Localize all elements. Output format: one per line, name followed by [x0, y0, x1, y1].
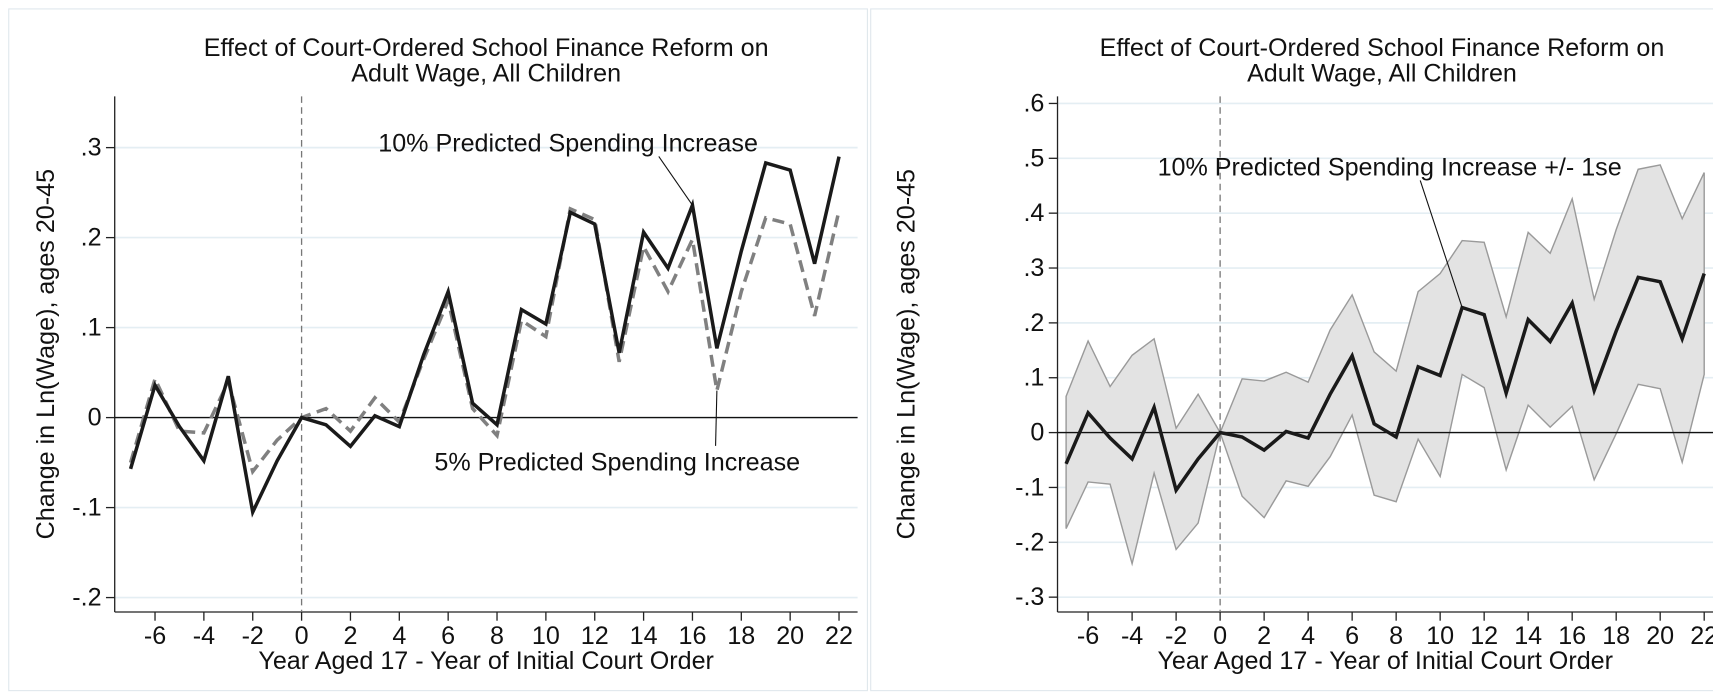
x-tick-label: 8 — [1389, 622, 1403, 650]
chart-title: Effect of Court-Ordered School Finance R… — [204, 34, 769, 62]
chart-title: Adult Wage, All Children — [1247, 59, 1517, 87]
x-tick-label: 16 — [678, 622, 706, 650]
x-tick-label: 18 — [1602, 622, 1630, 650]
series-label: 5% Predicted Spending Increase — [434, 448, 800, 476]
x-tick-label: 14 — [630, 622, 658, 650]
x-tick-label: 20 — [776, 622, 804, 650]
x-tick-label: 0 — [1213, 622, 1227, 650]
y-tick-label: .1 — [81, 314, 102, 342]
x-axis-title: Year Aged 17 - Year of Initial Court Ord… — [258, 647, 714, 675]
y-tick-label: -.1 — [72, 494, 101, 522]
y-axis-title: Change in Ln(Wage), ages 20-45 — [32, 169, 60, 539]
x-tick-label: 6 — [441, 622, 455, 650]
annotation-pointer — [658, 156, 693, 206]
x-tick-label: -2 — [242, 622, 264, 650]
series-line — [128, 206, 841, 476]
x-tick-label: -4 — [193, 622, 215, 650]
y-tick-label: .3 — [1023, 254, 1044, 282]
x-tick-label: 16 — [1558, 622, 1586, 650]
annotation-pointer — [715, 390, 718, 446]
x-tick-label: -2 — [1165, 622, 1187, 650]
series-line — [128, 156, 841, 518]
x-tick-label: 18 — [727, 622, 755, 650]
x-tick-label: 14 — [1514, 622, 1542, 650]
x-tick-label: 8 — [490, 622, 504, 650]
y-tick-label: 0 — [88, 404, 102, 432]
x-tick-label: 2 — [1257, 622, 1271, 650]
x-tick-label: 0 — [295, 622, 309, 650]
confidence-band — [1065, 164, 1705, 567]
panel — [8, 8, 868, 692]
series-label: 10% Predicted Spending Increase — [378, 129, 758, 157]
y-tick-label: .1 — [1023, 364, 1044, 392]
x-tick-label: 4 — [392, 622, 406, 650]
series-line — [1064, 272, 1706, 495]
x-tick-label: 6 — [1345, 622, 1359, 650]
y-tick-label: .2 — [1023, 309, 1044, 337]
x-tick-label: 22 — [1690, 622, 1713, 650]
y-tick-label: .5 — [1023, 144, 1044, 172]
chart-title: Adult Wage, All Children — [351, 59, 621, 87]
y-tick-label: -.1 — [1015, 473, 1044, 501]
x-tick-label: -6 — [144, 622, 166, 650]
x-tick-label: 12 — [1470, 622, 1498, 650]
y-tick-label: .2 — [81, 224, 102, 252]
x-tick-label: -4 — [1121, 622, 1143, 650]
annotation-pointer — [1419, 180, 1463, 308]
y-tick-label: 0 — [1030, 419, 1044, 447]
series-label: 10% Predicted Spending Increase +/- 1se — [1158, 153, 1622, 181]
x-tick-label: 10 — [532, 622, 560, 650]
y-tick-label: .6 — [1023, 89, 1044, 117]
x-tick-label: -6 — [1077, 622, 1099, 650]
x-tick-label: 10 — [1426, 622, 1454, 650]
chart-title: Effect of Court-Ordered School Finance R… — [1100, 34, 1665, 62]
x-tick-label: 2 — [343, 622, 357, 650]
y-axis-title: Change in Ln(Wage), ages 20-45 — [893, 169, 921, 539]
x-tick-label: 4 — [1301, 622, 1315, 650]
x-tick-label: 20 — [1646, 622, 1674, 650]
y-tick-label: .3 — [81, 134, 102, 162]
x-tick-label: 22 — [825, 622, 853, 650]
x-axis-title: Year Aged 17 - Year of Initial Court Ord… — [1157, 647, 1613, 675]
x-tick-label: 12 — [581, 622, 609, 650]
y-tick-label: -.3 — [1015, 583, 1044, 611]
y-tick-label: -.2 — [1015, 528, 1044, 556]
y-tick-label: -.2 — [72, 584, 101, 612]
y-tick-label: .4 — [1023, 199, 1044, 227]
